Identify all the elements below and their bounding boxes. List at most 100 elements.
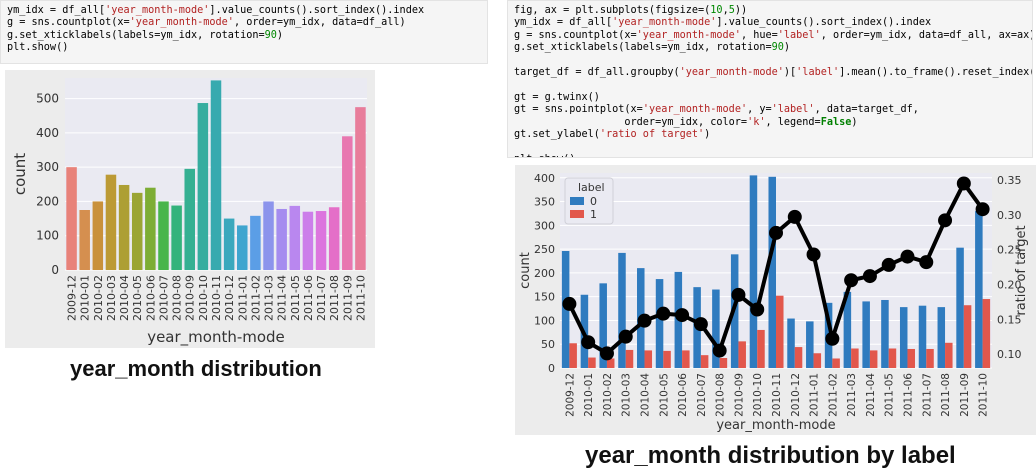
ratio-point — [900, 249, 915, 264]
bar-label-1 — [926, 348, 934, 368]
x-tick-label: 2011-10 — [978, 373, 990, 417]
x-tick-label: 2011-07 — [921, 373, 933, 417]
bar-label-1 — [945, 342, 953, 368]
legend-swatch — [570, 210, 584, 218]
x-tick-label: 2011-05 — [289, 275, 302, 321]
x-tick-label: 2011-01 — [236, 275, 249, 321]
ratio-point — [825, 331, 840, 346]
y2-axis-label: ratio of target — [1014, 225, 1029, 315]
legend-swatch — [570, 197, 584, 205]
bar-label-0 — [975, 211, 983, 368]
bar-label-0 — [655, 279, 664, 368]
y-tick-label: 0 — [51, 263, 59, 277]
bar-label-1 — [738, 341, 746, 368]
bar — [118, 184, 130, 270]
legend-entry: 0 — [590, 195, 597, 208]
code-line: g.set_xticklabels(labels=ym_idx, rotatio… — [7, 29, 284, 41]
ratio-point — [844, 273, 859, 288]
bar-label-0 — [937, 307, 946, 368]
x-tick-label: 2011-03 — [263, 275, 276, 321]
x-axis-label: year_month-mode — [147, 328, 285, 347]
bar-label-0 — [899, 307, 908, 368]
y2-tick-label: 0.15 — [997, 313, 1022, 326]
x-tick-label: 2011-07 — [315, 275, 328, 321]
code-line: plt.show() — [514, 154, 1026, 157]
x-tick-label: 2010-04 — [640, 373, 652, 417]
y-tick-label: 100 — [534, 314, 555, 327]
x-tick-label: 2011-06 — [302, 275, 315, 321]
x-tick-label: 2011-06 — [902, 373, 914, 417]
ratio-point — [806, 247, 821, 262]
code-line: g = sns.countplot(x='year_month-mode', h… — [514, 29, 1033, 41]
bar — [92, 201, 104, 270]
bar — [237, 225, 248, 270]
x-tick-label: 2011-05 — [884, 373, 896, 417]
code-line: target_df = df_all.groupby('year_month-m… — [514, 66, 1033, 78]
code-line: gt = sns.pointplot(x='year_month-mode', … — [514, 104, 919, 116]
x-tick-label: 2011-03 — [846, 373, 858, 417]
ratio-point — [787, 209, 802, 224]
bar-label-1 — [719, 358, 728, 368]
chart-panel-right: 0 50 100 150 200 250 300 350 400 0.10 0.15 0.20 0.25… — [515, 165, 1036, 435]
bar — [210, 80, 222, 271]
bar — [263, 201, 274, 270]
y2-tick-label: 0.20 — [997, 278, 1022, 291]
x-tick-label: 2011-04 — [276, 275, 289, 321]
code-cell-right: fig, ax = plt.subplots(figsize=(10,5)) ym… — [507, 0, 1033, 158]
x-tick-label: 2010-05 — [658, 373, 670, 417]
x-tick-label: 2011-08 — [328, 275, 341, 321]
x-axis-label: year_month-mode — [716, 418, 835, 433]
bar — [355, 107, 366, 270]
bar — [250, 215, 261, 270]
code-cell-left: ym_idx = df_all['year_month-mode'].value… — [0, 0, 488, 64]
legend-entry: 1 — [590, 208, 597, 221]
x-tick-label: 2010-12 — [223, 275, 236, 321]
bar — [276, 208, 287, 270]
bar-label-1 — [644, 350, 653, 368]
ratio-point — [769, 225, 783, 240]
bar-label-0 — [843, 291, 852, 368]
x-tick-label: 2009-12 — [66, 275, 79, 321]
bar-label-1 — [682, 350, 690, 368]
ratio-point — [750, 302, 765, 317]
y-tick-label: 500 — [36, 92, 59, 106]
y-tick-label: 400 — [36, 126, 59, 140]
x-tick-label: 2010-04 — [118, 275, 131, 321]
bar-label-0 — [599, 283, 607, 368]
ratio-point — [731, 287, 746, 302]
x-tick-label: 2011-04 — [865, 373, 877, 417]
code-line: gt = g.twinx() — [514, 91, 600, 103]
y-tick-label: 250 — [534, 243, 555, 256]
ratio-point — [581, 335, 596, 350]
bar-label-0 — [618, 252, 626, 368]
bar — [328, 207, 340, 270]
x-tick-label: 2010-10 — [197, 275, 210, 321]
code-line: plt.show() — [7, 42, 69, 54]
x-tick-label: 2010-08 — [715, 373, 727, 417]
bar-label-0 — [787, 318, 795, 368]
y-tick-label: 200 — [534, 267, 555, 280]
code-line — [514, 79, 1026, 91]
bar-label-1 — [982, 299, 991, 368]
ratio-point — [618, 329, 633, 344]
x-tick-label: 2010-02 — [602, 373, 614, 417]
bar-label-1 — [606, 358, 615, 368]
bar-label-1 — [625, 349, 634, 368]
ratio-point — [693, 317, 708, 332]
x-tick-label: 2011-10 — [354, 275, 367, 321]
legend-title: label — [578, 181, 605, 194]
ratio-point — [675, 308, 690, 323]
chart-panel-left: 0 100 200 300 400 500 2009-12 2010-01 2010-02 201… — [5, 70, 375, 348]
code-line: ym_idx = df_all['year_month-mode'].value… — [7, 5, 425, 16]
x-tick-label: 2010-06 — [677, 373, 689, 417]
ratio-point — [712, 343, 727, 358]
bar-label-0 — [881, 299, 889, 368]
y-tick-label: 50 — [541, 338, 555, 351]
code-line: g.set_xticklabels(labels=ym_idx, rotatio… — [514, 42, 791, 54]
y2-tick-label: 0.25 — [997, 244, 1022, 257]
bar-label-0 — [918, 305, 927, 368]
x-tick-label: 2011-02 — [827, 373, 839, 417]
bar-label-1 — [869, 350, 878, 368]
bar-label-1 — [851, 348, 859, 368]
